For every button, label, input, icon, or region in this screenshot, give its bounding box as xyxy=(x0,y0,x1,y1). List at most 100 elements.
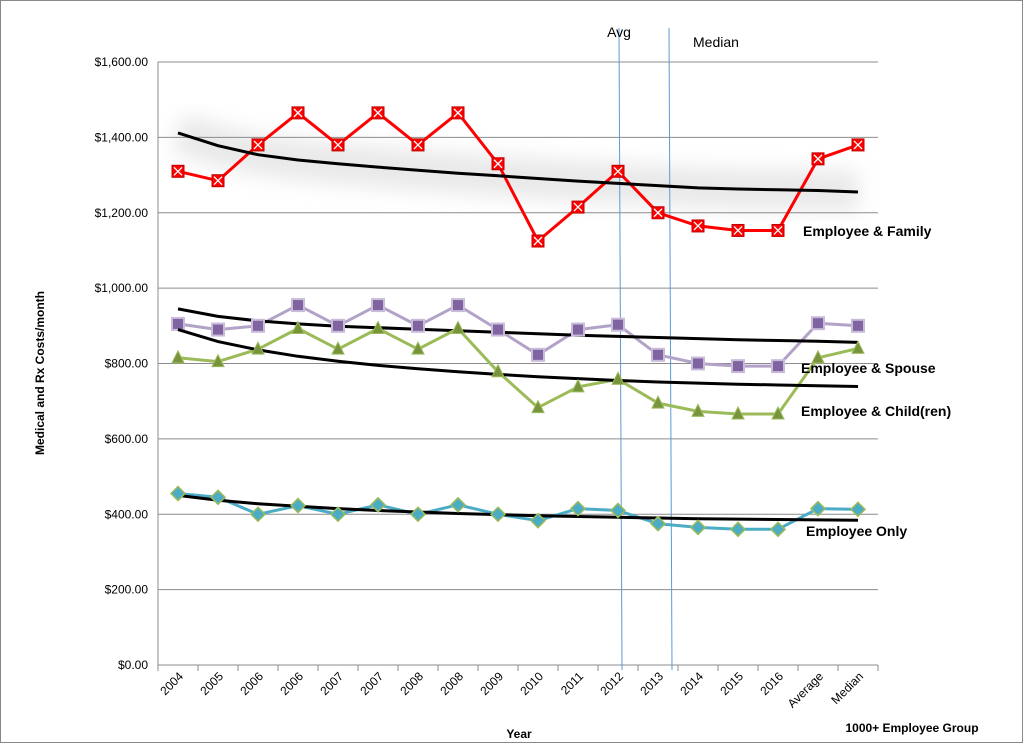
data-point-cross xyxy=(773,226,783,235)
series-line xyxy=(177,111,859,243)
data-point-marker xyxy=(291,320,305,334)
trendline xyxy=(177,307,859,344)
series-employee-spouse xyxy=(171,298,865,374)
data-point-marker xyxy=(529,512,547,529)
data-point-marker xyxy=(571,322,585,337)
data-point-marker xyxy=(251,318,265,333)
y-tick-label: $800.00 xyxy=(105,357,149,371)
data-point-marker xyxy=(211,322,225,337)
data-point-marker xyxy=(771,405,785,420)
data-point-marker xyxy=(571,378,585,393)
series-employee-child-ren xyxy=(171,320,865,420)
data-point-marker xyxy=(651,394,665,409)
data-point-marker xyxy=(691,356,705,371)
corner-label: 1000+ Employee Group xyxy=(845,721,978,735)
reference-line-median xyxy=(668,27,673,671)
data-point-marker xyxy=(689,519,707,536)
data-point-marker xyxy=(409,506,427,523)
data-point-cross xyxy=(533,236,543,246)
series-labels: Employee & Family Employee & Spouse Employ… xyxy=(801,223,951,539)
data-point-marker xyxy=(651,347,665,362)
series-label-employee-child-ren: Employee & Child(ren) xyxy=(801,403,951,419)
y-tick-label: $600.00 xyxy=(105,432,149,446)
data-point-cross xyxy=(453,108,463,118)
data-point-marker xyxy=(531,399,545,414)
series-line xyxy=(177,327,859,416)
data-point-marker xyxy=(491,363,505,378)
data-point-marker xyxy=(249,506,267,523)
data-point-cross xyxy=(733,226,743,235)
y-axis-title: Medical and Rx Costs/month xyxy=(33,291,47,455)
data-point-marker xyxy=(171,316,185,331)
data-point-marker xyxy=(649,515,667,532)
series-employee-only xyxy=(169,485,867,538)
data-point-cross xyxy=(293,108,303,118)
reference-lines: Avg Median xyxy=(607,24,739,671)
data-point-marker xyxy=(771,359,785,374)
data-point-marker xyxy=(609,502,627,519)
trendline xyxy=(177,131,859,194)
data-point-cross xyxy=(653,208,663,218)
y-tick-label: $1,000.00 xyxy=(95,281,149,295)
data-point-marker xyxy=(209,489,227,506)
data-point-cross xyxy=(413,140,423,150)
data-point-marker xyxy=(331,341,345,355)
data-point-marker xyxy=(489,506,507,523)
reference-line-avg xyxy=(618,27,623,671)
y-tick-label: $0.00 xyxy=(118,658,148,672)
y-tick-label: $400.00 xyxy=(105,507,149,521)
data-point-marker xyxy=(811,316,825,331)
data-point-cross xyxy=(333,140,343,150)
data-point-marker xyxy=(691,403,705,417)
data-point-marker xyxy=(611,371,625,385)
data-point-marker xyxy=(331,318,345,333)
data-point-marker xyxy=(251,341,265,355)
data-point-marker xyxy=(851,340,865,354)
series-label-employee-only: Employee Only xyxy=(806,523,907,539)
reference-line-label: Avg xyxy=(607,24,631,40)
data-point-marker xyxy=(769,521,787,538)
data-point-cross xyxy=(173,166,183,176)
data-point-marker xyxy=(211,353,225,368)
data-point-marker xyxy=(171,349,185,364)
data-point-marker xyxy=(611,317,625,332)
data-point-marker xyxy=(289,497,307,514)
data-point-marker xyxy=(371,320,385,334)
data-point-marker xyxy=(731,405,745,420)
data-point-marker xyxy=(451,320,465,334)
y-tick-label: $200.00 xyxy=(105,583,149,597)
data-point-marker xyxy=(851,318,865,333)
data-point-marker xyxy=(411,341,425,355)
data-point-marker xyxy=(371,298,385,313)
x-axis-title: Year xyxy=(506,727,532,741)
data-point-marker xyxy=(369,496,387,513)
series-label-employee-spouse: Employee & Spouse xyxy=(801,360,936,376)
data-point-marker xyxy=(531,347,545,362)
series xyxy=(169,106,867,538)
data-point-cross xyxy=(213,176,223,186)
data-point-marker xyxy=(451,298,465,313)
y-tick-label: $1,200.00 xyxy=(95,206,149,220)
data-point-marker xyxy=(491,322,505,337)
data-point-cross xyxy=(853,140,863,150)
series-employee-family xyxy=(171,106,865,248)
series-label-employee-family: Employee & Family xyxy=(803,223,932,239)
data-point-marker xyxy=(329,506,347,523)
data-point-marker xyxy=(809,500,827,517)
y-tick-label: $1,600.00 xyxy=(95,55,149,69)
data-point-marker xyxy=(449,496,467,513)
data-point-marker xyxy=(569,500,587,517)
data-point-cross xyxy=(253,140,263,150)
reference-line-label: Median xyxy=(693,34,739,50)
data-point-cross xyxy=(693,221,703,231)
trendline xyxy=(177,328,859,388)
data-point-cross xyxy=(573,202,583,212)
data-point-marker xyxy=(811,349,825,364)
data-point-cross xyxy=(613,166,623,176)
data-point-cross xyxy=(493,159,503,169)
y-tick-label: $1,400.00 xyxy=(95,130,149,144)
data-point-marker xyxy=(291,298,305,313)
